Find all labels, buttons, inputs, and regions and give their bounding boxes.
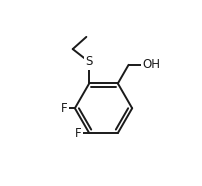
Text: OH: OH [142, 58, 160, 71]
Text: F: F [61, 102, 68, 115]
Text: S: S [85, 55, 93, 68]
Text: F: F [75, 126, 82, 140]
